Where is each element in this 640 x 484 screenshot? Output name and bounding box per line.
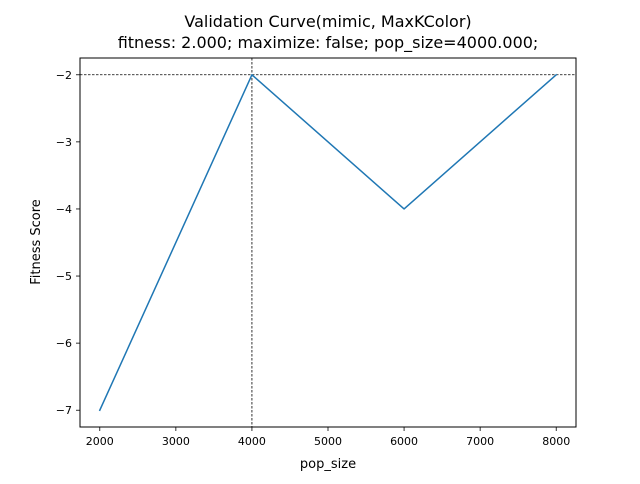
x-axis-label: pop_size — [300, 457, 356, 472]
x-tick-label: 5000 — [314, 435, 342, 448]
x-tick-label: 6000 — [390, 435, 418, 448]
x-tick-label: 7000 — [466, 435, 494, 448]
x-tick-label: 8000 — [542, 435, 570, 448]
y-tick-label: −2 — [56, 69, 72, 82]
y-axis-label: Fitness Score — [29, 199, 44, 285]
chart-title: Validation Curve(mimic, MaxKColor) — [184, 12, 471, 31]
y-tick-label: −7 — [56, 404, 72, 417]
chart-subtitle: fitness: 2.000; maximize: false; pop_siz… — [118, 33, 539, 53]
x-tick-label: 4000 — [238, 435, 266, 448]
x-tick-label: 3000 — [162, 435, 190, 448]
y-tick-label: −3 — [56, 136, 72, 149]
y-tick-label: −5 — [56, 270, 72, 283]
y-tick-label: −6 — [56, 337, 72, 350]
x-tick-label: 2000 — [86, 435, 114, 448]
y-tick-label: −4 — [56, 203, 72, 216]
